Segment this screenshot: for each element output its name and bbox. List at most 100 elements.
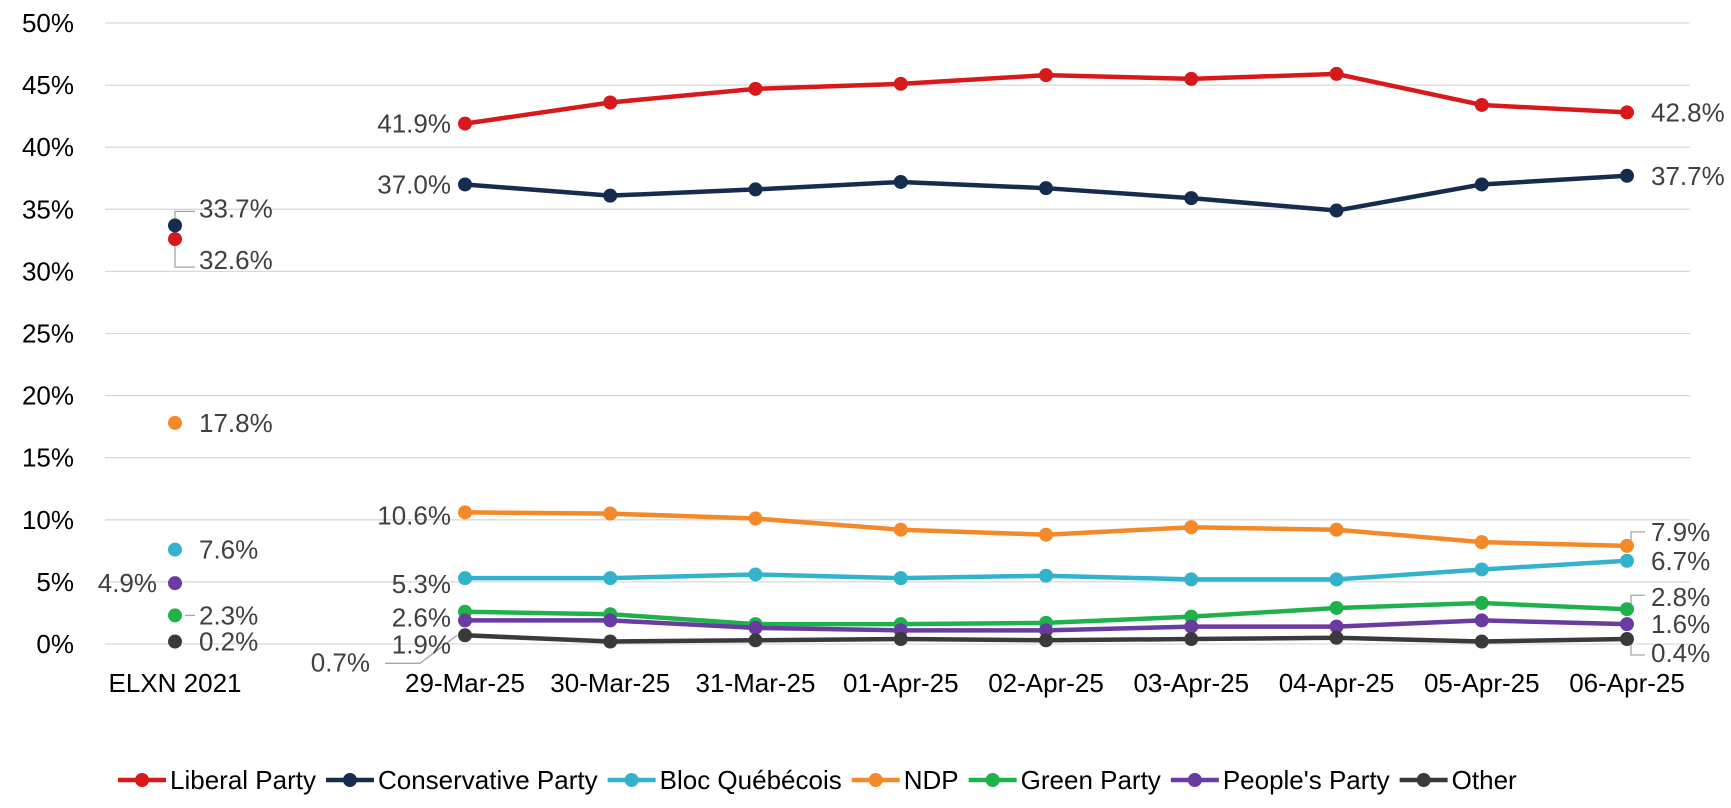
point-ndp: [1184, 520, 1199, 535]
point-people-s-party: [458, 613, 472, 628]
point-bloc-qu-b-cois: [1039, 568, 1053, 583]
point-bloc-qu-b-cois: [1474, 562, 1489, 577]
point-elxn-bloc-qu-b-cois: [168, 542, 182, 557]
label-last-conservative-party: 37.7%: [1651, 161, 1725, 191]
legend-item-people-s-party: People's Party: [1170, 765, 1390, 795]
y-tick-label: 25%: [22, 319, 74, 349]
label-elxn-conservative-party: 33.7%: [199, 193, 273, 223]
point-bloc-qu-b-cois: [1620, 553, 1634, 568]
point-liberal-party: [603, 95, 618, 110]
point-elxn-people-s-party: [168, 576, 182, 591]
point-liberal-party: [1329, 66, 1344, 81]
x-tick-label: 06-Apr-25: [1569, 668, 1685, 698]
x-tick-label: ELXN 2021: [109, 668, 242, 698]
label-first-liberal-party: 41.9%: [377, 109, 451, 139]
legend-label: Green Party: [1021, 765, 1161, 795]
point-other: [1184, 632, 1199, 647]
point-people-s-party: [1474, 613, 1489, 628]
series-lines: [462, 71, 1630, 644]
y-tick-label: 40%: [22, 132, 74, 162]
point-people-s-party: [1184, 619, 1199, 634]
point-people-s-party: [1329, 619, 1344, 634]
legend-item-liberal-party: Liberal Party: [118, 765, 316, 795]
y-tick-label: 45%: [22, 70, 74, 100]
point-people-s-party: [603, 613, 618, 628]
point-ndp: [748, 511, 763, 526]
point-elxn-ndp: [168, 415, 182, 430]
y-tick-label: 15%: [22, 443, 74, 473]
legend-swatch-marker: [985, 773, 1000, 787]
legend-label: Bloc Québécois: [660, 765, 842, 795]
point-other: [1620, 632, 1634, 647]
legend-swatch-marker: [135, 773, 149, 787]
x-tick-label: 30-Mar-25: [550, 668, 670, 698]
x-tick-label: 31-Mar-25: [696, 668, 816, 698]
legend-swatch-marker: [342, 773, 357, 787]
data-labels: 32.6% 41.9% 42.8% 33.7% 37.0% 37.7% 7.6% 5.3% 6.…: [98, 97, 1725, 677]
legend-item-bloc-qu-b-cois: Bloc Québécois: [607, 765, 842, 795]
point-ndp: [603, 506, 618, 521]
y-tick-label: 35%: [22, 194, 74, 224]
point-ndp: [1329, 522, 1344, 537]
point-people-s-party: [1620, 617, 1634, 632]
point-other: [1474, 634, 1489, 649]
legend-item-ndp: NDP: [851, 765, 959, 795]
point-other: [458, 628, 472, 643]
legend-label: Conservative Party: [378, 765, 598, 795]
point-conservative-party: [1474, 177, 1489, 192]
point-other: [748, 633, 763, 648]
x-tick-label: 29-Mar-25: [405, 668, 525, 698]
y-tick-label: 10%: [22, 505, 74, 535]
label-first-green-party: 2.6%: [392, 603, 451, 633]
label-last-liberal-party: 42.8%: [1651, 97, 1725, 127]
leader-last-ndp: [1630, 531, 1645, 542]
point-elxn-liberal-party: [168, 232, 182, 247]
point-conservative-party: [603, 188, 618, 203]
point-other: [603, 634, 618, 649]
point-ndp: [458, 505, 472, 520]
point-bloc-qu-b-cois: [458, 571, 472, 586]
legend-swatch-marker: [624, 773, 639, 787]
leader-last-other: [1630, 643, 1645, 656]
legend-label: NDP: [904, 765, 959, 795]
x-tick-label: 05-Apr-25: [1424, 668, 1540, 698]
legend-item-green-party: Green Party: [968, 765, 1161, 795]
label-elxn-ndp: 17.8%: [199, 408, 273, 438]
point-conservative-party: [1620, 168, 1634, 183]
x-tick-label: 04-Apr-25: [1279, 668, 1395, 698]
legend-item-other: Other: [1399, 765, 1517, 795]
legend: Liberal Party Conservative Party Bloc Québ…: [118, 765, 1517, 795]
label-elxn-other: 0.2%: [199, 627, 258, 657]
label-elxn-bloc-qu-b-cois: 7.6%: [199, 535, 258, 565]
point-other: [893, 632, 908, 647]
point-green-party: [1620, 602, 1634, 617]
point-conservative-party: [1329, 203, 1344, 218]
legend-swatch-marker: [1416, 773, 1431, 787]
label-first-bloc-qu-b-cois: 5.3%: [392, 569, 451, 599]
label-elxn-liberal-party: 32.6%: [199, 245, 273, 275]
point-bloc-qu-b-cois: [603, 571, 618, 586]
y-axis-ticks: 0% 5% 10% 15% 20% 25% 30% 35% 40% 45% 50%: [22, 8, 74, 659]
series-points: [168, 66, 1634, 649]
point-ndp: [1474, 535, 1489, 550]
y-tick-label: 30%: [22, 256, 74, 286]
point-liberal-party: [1474, 97, 1489, 112]
leader-last-green-party: [1630, 594, 1645, 606]
point-bloc-qu-b-cois: [748, 567, 763, 582]
point-bloc-qu-b-cois: [893, 571, 908, 586]
label-elxn-green-party: 2.3%: [199, 600, 258, 630]
x-tick-label: 02-Apr-25: [988, 668, 1104, 698]
label-first-people-s-party: 1.9%: [392, 629, 451, 659]
label-last-bloc-qu-b-cois: 6.7%: [1651, 546, 1710, 576]
point-people-s-party: [1039, 623, 1053, 638]
legend-label: Other: [1452, 765, 1517, 795]
label-last-people-s-party: 1.6%: [1651, 609, 1710, 639]
label-first-conservative-party: 37.0%: [377, 169, 451, 199]
x-tick-label: 01-Apr-25: [843, 668, 959, 698]
label-last-green-party: 2.8%: [1651, 582, 1710, 612]
legend-swatch-marker: [1187, 773, 1202, 787]
point-conservative-party: [1039, 181, 1053, 196]
point-liberal-party: [893, 76, 908, 91]
